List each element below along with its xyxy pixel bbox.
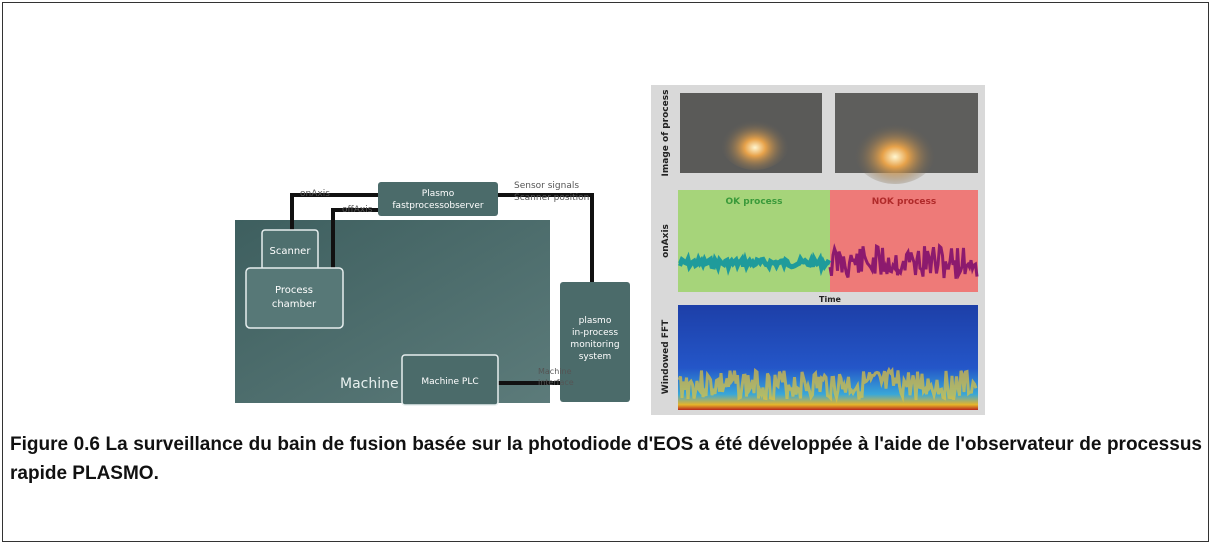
observer-label: fastprocessobserver bbox=[392, 201, 483, 211]
plc-label: Machine PLC bbox=[421, 377, 478, 387]
process-chamber-label: chamber bbox=[272, 299, 317, 310]
process-chamber-label: Process bbox=[275, 285, 313, 296]
sensor-label: Scanner position bbox=[514, 193, 589, 203]
figure: Machine Scanner Process chamber Plasmo f… bbox=[235, 85, 985, 415]
nok-region bbox=[830, 190, 978, 292]
process-chamber-box bbox=[245, 267, 344, 329]
ok-region bbox=[678, 190, 830, 292]
monitoring-label: system bbox=[579, 352, 612, 362]
nok-signal bbox=[828, 242, 979, 280]
spark bbox=[720, 114, 790, 170]
plc-box bbox=[401, 354, 499, 406]
on-axis-label: onAxis bbox=[300, 189, 330, 199]
fft-band bbox=[677, 366, 978, 404]
monitoring-label: plasmo bbox=[579, 316, 612, 326]
observer-box bbox=[378, 182, 498, 216]
time-label: Time bbox=[819, 295, 842, 304]
ok-label: OK process bbox=[726, 197, 783, 207]
machine-label: Machine bbox=[340, 376, 399, 392]
panel-label: Windowed FFT bbox=[661, 319, 671, 394]
observer-label: Plasmo bbox=[422, 189, 455, 199]
nok-label: NOK process bbox=[872, 197, 937, 207]
monitoring-box bbox=[560, 282, 630, 402]
scanner-label: Scanner bbox=[270, 246, 312, 257]
interface-label: Machine bbox=[538, 367, 572, 376]
off-axis-label: offAxis bbox=[342, 205, 373, 215]
caption: Figure 0.6 La surveillance du bain de fu… bbox=[10, 434, 1202, 484]
monitoring-label: monitoring bbox=[570, 340, 619, 350]
monitoring-label: in-process bbox=[572, 328, 618, 338]
panel-label: onAxis bbox=[661, 224, 671, 258]
interface-label: interface bbox=[538, 378, 574, 387]
sensor-label: Sensor signals bbox=[514, 181, 579, 191]
ok-signal bbox=[678, 251, 832, 277]
panel-label: Image of process bbox=[661, 90, 671, 177]
spark bbox=[853, 116, 937, 184]
